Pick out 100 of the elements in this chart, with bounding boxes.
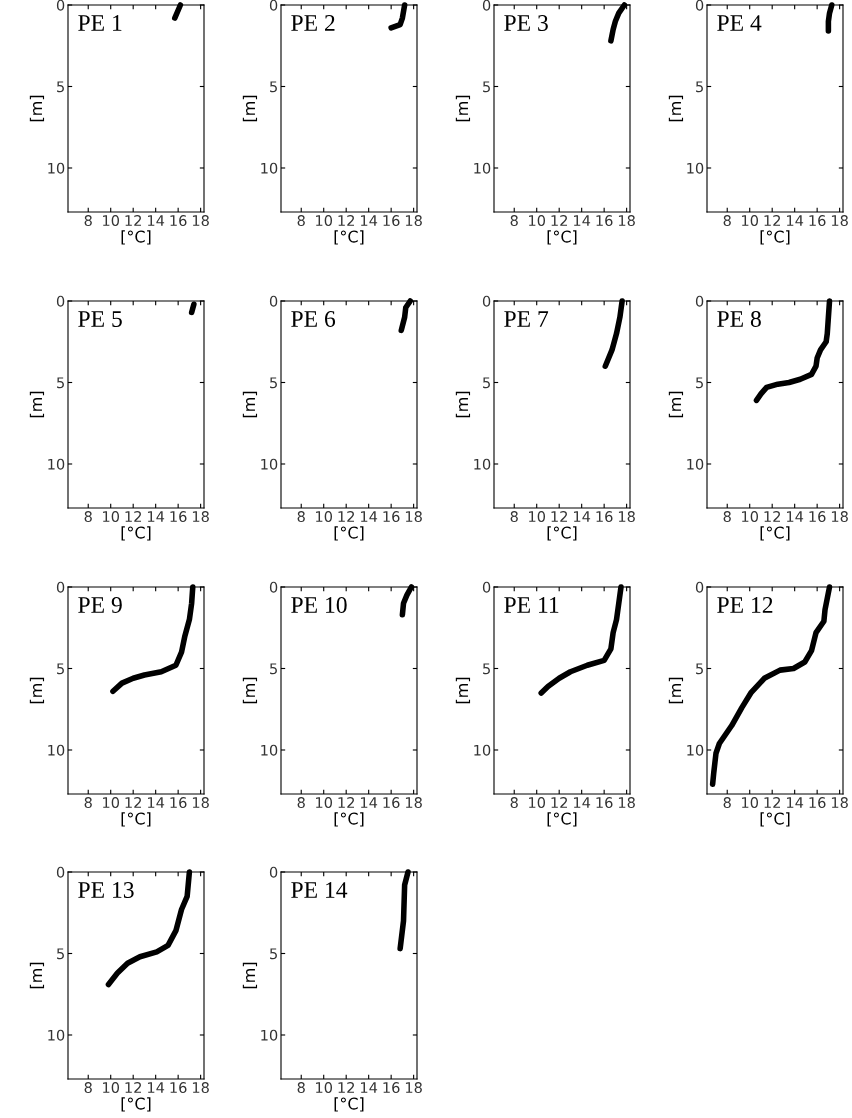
x-tick-label: 12 <box>125 511 142 522</box>
x-tick-label: 14 <box>147 1082 165 1093</box>
y-tick-label: 10 <box>261 1029 278 1041</box>
x-tick-label: 18 <box>192 215 209 227</box>
x-tick-label: 14 <box>360 797 378 808</box>
y-tick-label: 5 <box>57 948 64 960</box>
x-tick-label: 16 <box>383 797 400 809</box>
x-tick-label: 10 <box>316 1082 333 1094</box>
x-tick-label: 18 <box>405 797 422 809</box>
x-tick-label: 8 <box>297 511 305 523</box>
chart-title: PE 10 <box>291 597 347 613</box>
x-tick-label: 18 <box>831 215 848 227</box>
x-tick-label: 12 <box>125 797 142 808</box>
x-tick-label: 14 <box>573 511 591 522</box>
x-tick-label: 12 <box>338 797 355 808</box>
x-tick-label: 8 <box>510 511 518 523</box>
x-tick-label: 12 <box>125 1082 142 1093</box>
x-tick-label: 14 <box>147 215 165 226</box>
x-tick-label: 16 <box>170 511 187 523</box>
x-tick-label: 14 <box>786 797 804 808</box>
x-tick-label: 14 <box>147 797 165 808</box>
x-tick-label: 8 <box>297 1082 305 1094</box>
y-tick-label: 5 <box>270 377 277 389</box>
x-tick-label: 12 <box>764 797 781 808</box>
x-tick-label: 10 <box>316 797 333 809</box>
x-tick-label: 16 <box>809 797 826 809</box>
x-tick-label: 16 <box>596 511 613 523</box>
x-tick-label: 10 <box>529 215 546 227</box>
chart-title: PE 11 <box>504 597 559 613</box>
x-tick-label: 12 <box>764 215 781 226</box>
x-axis-title: [°C] <box>334 526 364 541</box>
x-tick-label: 16 <box>383 215 400 227</box>
x-tick-label: 12 <box>338 511 355 522</box>
x-tick-label: 12 <box>551 215 568 226</box>
x-tick-label: 16 <box>596 797 613 809</box>
x-tick-label: 8 <box>84 511 92 523</box>
x-tick-label: 14 <box>360 511 378 522</box>
x-axis-title: [°C] <box>547 230 577 245</box>
y-tick-label: 10 <box>48 162 65 174</box>
x-tick-label: 18 <box>192 797 209 809</box>
y-axis-title: [m] <box>455 95 471 122</box>
y-axis-title: [m] <box>455 677 471 704</box>
x-tick-label: 8 <box>84 1082 92 1094</box>
y-tick-label: 0 <box>269 295 278 307</box>
y-tick-label: 5 <box>270 81 277 93</box>
x-axis-title: [°C] <box>760 812 790 827</box>
y-tick-label: 10 <box>687 744 704 756</box>
x-tick-label: 18 <box>831 511 848 523</box>
x-tick-label: 16 <box>170 797 187 809</box>
x-tick-label: 16 <box>170 1082 187 1094</box>
x-tick-label: 8 <box>510 215 518 227</box>
x-axis-title: [°C] <box>334 1097 364 1112</box>
chart-title: PE 1 <box>78 15 122 31</box>
x-tick-label: 14 <box>573 215 591 226</box>
y-tick-label: 10 <box>48 1029 65 1041</box>
y-tick-label: 10 <box>48 458 65 470</box>
x-tick-label: 8 <box>297 797 305 809</box>
chart-title: PE 3 <box>504 15 548 31</box>
y-tick-label: 5 <box>696 81 703 93</box>
x-tick-label: 18 <box>831 797 848 809</box>
y-tick-label: 10 <box>687 162 704 174</box>
y-tick-label: 0 <box>56 866 65 878</box>
x-tick-label: 8 <box>723 797 731 809</box>
x-tick-label: 10 <box>103 797 120 809</box>
chart-title: PE 2 <box>291 15 335 31</box>
x-tick-label: 10 <box>103 1082 120 1094</box>
y-tick-label: 10 <box>261 458 278 470</box>
chart-title: PE 8 <box>717 311 761 327</box>
x-tick-label: 12 <box>338 215 355 226</box>
x-tick-label: 14 <box>360 1082 378 1093</box>
x-tick-label: 10 <box>103 511 120 523</box>
x-tick-label: 18 <box>192 511 209 523</box>
x-tick-label: 10 <box>742 215 759 227</box>
x-tick-label: 16 <box>809 215 826 227</box>
y-axis-title: [m] <box>242 962 258 989</box>
x-axis-title: [°C] <box>121 526 151 541</box>
y-tick-label: 10 <box>261 744 278 756</box>
x-axis-title: [°C] <box>334 812 364 827</box>
y-tick-label: 0 <box>269 581 278 593</box>
x-tick-label: 18 <box>405 215 422 227</box>
x-tick-label: 18 <box>618 511 635 523</box>
y-axis-title: [m] <box>29 677 45 704</box>
x-tick-label: 16 <box>383 1082 400 1094</box>
x-tick-label: 8 <box>84 797 92 809</box>
x-tick-label: 12 <box>551 511 568 522</box>
x-tick-label: 10 <box>103 215 120 227</box>
y-tick-label: 10 <box>474 162 491 174</box>
y-tick-label: 10 <box>48 744 65 756</box>
y-tick-label: 10 <box>474 744 491 756</box>
chart-title: PE 4 <box>717 15 762 31</box>
x-axis-title: [°C] <box>121 1097 151 1112</box>
x-tick-label: 8 <box>84 215 92 227</box>
y-tick-label: 0 <box>269 0 278 11</box>
y-tick-label: 5 <box>696 377 703 389</box>
x-axis-title: [°C] <box>121 812 151 827</box>
x-tick-label: 12 <box>551 797 568 808</box>
x-tick-label: 12 <box>764 511 781 522</box>
chart-title: PE 6 <box>291 311 336 327</box>
x-tick-label: 8 <box>510 797 518 809</box>
y-axis-title: [m] <box>242 95 258 122</box>
